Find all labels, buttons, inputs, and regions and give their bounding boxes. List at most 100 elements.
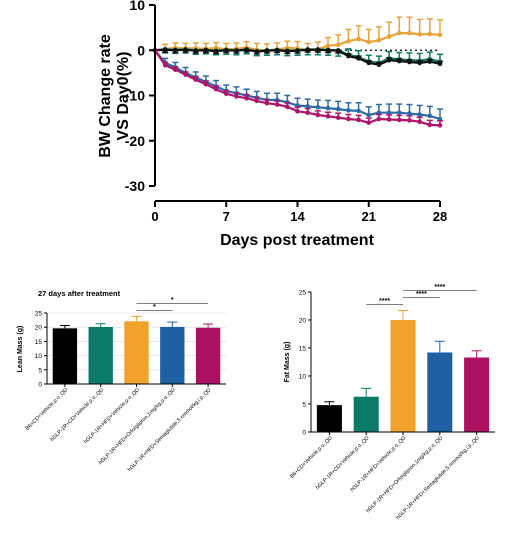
line-series-point [386, 117, 392, 122]
line-series-point [407, 30, 412, 36]
lean-chart-title: 27 days after treatment [38, 289, 121, 298]
lean-chart-y-tick-label: 10 [35, 353, 43, 360]
line-series-point [427, 113, 433, 119]
lean-chart-bars [52, 315, 221, 384]
line-chart-x-tick-label: 7 [223, 209, 230, 224]
lean-chart-significance-label: * [171, 297, 174, 304]
line-chart-x-tick-label: 0 [151, 209, 158, 224]
line-series-point [305, 47, 310, 53]
line-series-point [346, 108, 351, 113]
fat-chart-y-tick-label: 15 [299, 346, 307, 353]
lean-chart-y-tick-label: 20 [35, 325, 43, 332]
lean-chart-y-ticks: 0 5 10 15 20 25 [35, 311, 47, 389]
fat-chart-y-tick-label: 20 [299, 318, 307, 325]
fat-chart-significance: **** **** **** [366, 284, 477, 305]
lean-chart-bar [88, 326, 113, 384]
line-series-point [417, 60, 422, 66]
line-series-point [274, 47, 280, 53]
fat-chart-bars [316, 309, 490, 432]
line-chart-x-tick-label: 28 [433, 209, 447, 224]
line-series-point [162, 62, 168, 68]
line-series-point [346, 38, 351, 44]
line-chart-plot [152, 16, 443, 128]
fat-chart-x-tick-labels: B6+CD+Vehicle,p.o.,QDhGLP-1R+CD+Vehicle,… [289, 432, 481, 521]
line-series-point [285, 48, 290, 54]
line-series-point [376, 62, 382, 68]
line-series-point [396, 58, 402, 64]
fat-chart-bar [316, 405, 342, 432]
lean-chart-bar [52, 328, 78, 384]
line-series-point [173, 47, 178, 53]
fat-chart-x-tick-label: hGLP-1R+HFD+Orforglipron,1mg/kg,p.o.,QD [365, 435, 444, 514]
fat-chart-x-tick-label: hGLP-1R+HFD+Semaglutide,5 nmmol/kg,i.p.,… [395, 435, 481, 521]
line-series-point [417, 119, 422, 125]
line-chart-y-tick-label: 0 [137, 42, 145, 58]
line-series-point [173, 67, 178, 73]
lean-chart-x-tick-label: hGLP-1R+HFD+Orforglipron,1mg/kg,p.o.,QD [98, 387, 177, 466]
lean-chart-significance-label: * [153, 304, 156, 311]
line-series-point [295, 48, 300, 54]
line-series-point [366, 60, 372, 66]
bar-chart-lean-mass: 27 days after treatment 0 5 10 15 20 25 B6+CD… [17, 289, 226, 473]
line-series-point [427, 31, 433, 37]
line-series-point [213, 48, 219, 54]
line-series-point [244, 95, 249, 101]
line-series-point [427, 122, 433, 128]
line-series-point [407, 111, 412, 116]
line-series-point [437, 32, 443, 38]
line-series-point [437, 61, 443, 67]
line-series-point [356, 108, 361, 114]
line-chart-x-label: Days post treatment [220, 232, 374, 249]
line-series-point [193, 77, 199, 82]
line-series-point [427, 59, 433, 64]
bar-chart-fat-mass: 0 5 10 15 20 25 B6+CD+Vehicle,p.o.,QDhGLP-1R+… [284, 284, 495, 521]
line-series-point [183, 72, 188, 77]
line-series-point [417, 112, 422, 117]
lean-chart-y-label: Lean Mass (g) [17, 326, 24, 373]
line-series-point [183, 47, 188, 53]
line-series-point [325, 43, 331, 49]
line-series-point [315, 112, 321, 118]
line-series-point [376, 37, 382, 43]
line-series-point [193, 48, 199, 54]
line-series-point [407, 59, 412, 65]
lean-chart-bar [160, 326, 185, 384]
lean-chart-bar [124, 321, 149, 384]
line-series-point [325, 114, 331, 119]
line-series-point [274, 102, 280, 107]
line-chart-y-label-1: BW Change rate [97, 34, 114, 158]
line-series-point [386, 110, 392, 115]
line-series-point [213, 86, 219, 92]
line-series-point [386, 57, 392, 63]
line-series-0 [152, 16, 443, 53]
line-chart-y-tick-label: 10 [129, 0, 145, 13]
line-series-point [254, 49, 260, 54]
line-series-point [315, 47, 321, 53]
lean-chart-y-tick-label: 15 [35, 339, 43, 346]
fat-chart-y-tick-label: 25 [299, 290, 307, 297]
line-series-point [346, 53, 351, 59]
line-series-point [335, 42, 341, 48]
line-series-4 [152, 47, 443, 128]
line-series-point [295, 109, 300, 114]
line-series-point [223, 91, 229, 96]
line-series-point [315, 104, 321, 110]
line-series-point [366, 39, 372, 45]
fat-chart-y-tick-label: 5 [302, 402, 306, 409]
line-series-point [234, 94, 239, 99]
line-series-point [356, 56, 361, 61]
lean-chart-x-tick-label: hGLP-1R+HFD+Semaglutide,5 nmmol/kg,i.p.,… [127, 387, 213, 473]
fat-chart-y-tick-label: 10 [299, 374, 307, 381]
line-series-point [366, 112, 372, 118]
lean-chart-y-tick-label: 5 [38, 367, 42, 374]
line-series-point [407, 118, 412, 123]
fat-chart-y-tick-label: 0 [302, 430, 306, 437]
line-chart-x-tick-label: 14 [290, 209, 305, 224]
fat-chart-bar [464, 357, 490, 432]
fat-chart-significance-label: **** [379, 298, 390, 305]
line-series-point [234, 48, 239, 54]
lean-chart-bar [195, 327, 221, 384]
line-series-point [335, 106, 341, 112]
line-series-point [203, 47, 209, 53]
